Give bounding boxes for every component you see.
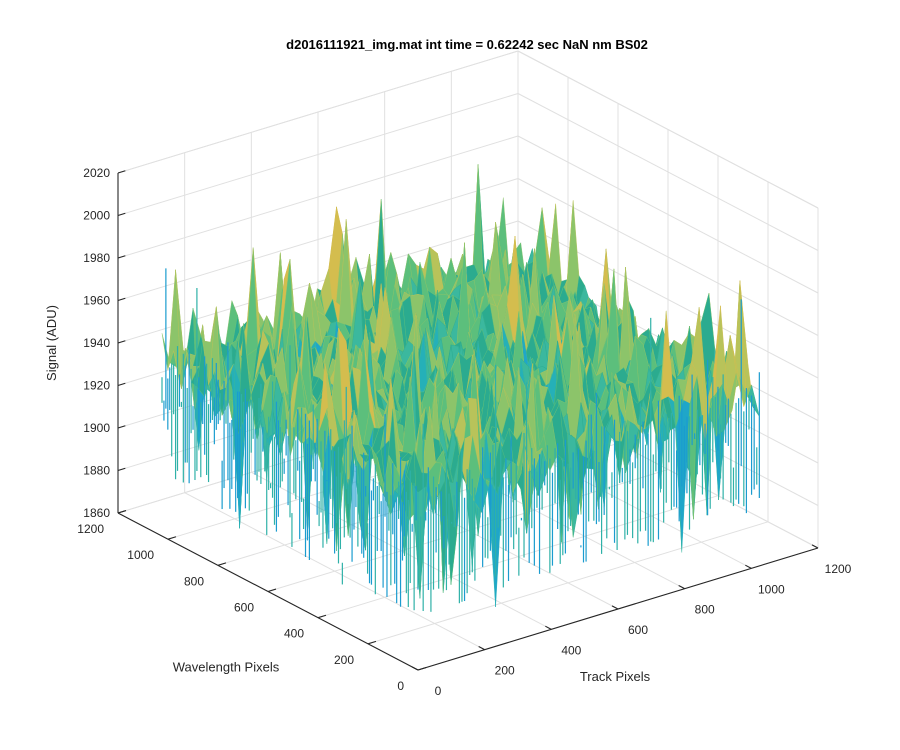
grid-line: [517, 93, 819, 251]
y-tick-mark: [167, 536, 177, 540]
z-tick-label: 1880: [83, 464, 110, 478]
grid-line: [517, 135, 819, 294]
z-tick-label: 1900: [83, 421, 110, 435]
z-tick-label: 2000: [83, 209, 110, 223]
y-tick-label: 400: [284, 627, 304, 641]
x-tick-label: 1000: [758, 582, 785, 596]
grid-line: [517, 220, 819, 379]
y-tick-label: 600: [234, 601, 254, 615]
x-tick-mark: [545, 625, 552, 630]
x-tick-mark: [678, 585, 685, 590]
x-tick-mark: [411, 666, 419, 671]
x-tick-mark: [611, 605, 619, 610]
z-axis-label: Signal (ADU): [44, 305, 59, 381]
y-axis-label: Wavelength Pixels: [173, 660, 280, 675]
x-tick-mark: [745, 564, 752, 569]
grid-line: [317, 495, 719, 619]
z-tick-label: 2020: [83, 166, 110, 180]
z-tick-mark: [117, 467, 126, 472]
surface-mesh: [161, 164, 760, 612]
x-tick-mark: [811, 544, 819, 549]
x-tick-label: 600: [628, 623, 648, 637]
x-tick-label: 400: [561, 643, 581, 657]
z-tick-label: 1960: [83, 294, 110, 308]
grid-line: [117, 135, 519, 259]
x-tick-mark: [478, 646, 485, 651]
y-tick-label: 1000: [127, 548, 154, 562]
grid-line: [117, 220, 519, 344]
y-tick-mark: [417, 667, 427, 671]
z-tick-mark: [117, 170, 126, 174]
z-tick-mark: [117, 425, 126, 429]
y-tick-mark: [217, 562, 227, 566]
x-axis-label: Track Pixels: [580, 669, 651, 684]
y-tick-mark: [317, 614, 327, 619]
z-tick-mark: [117, 297, 126, 302]
x-tick-label: 200: [495, 664, 515, 678]
grid-line: [367, 521, 769, 645]
box-edge: [517, 50, 819, 209]
tick-labels: 0 200 400 600 800 1000 1200 0 200 400 600 800 1000 12…: [77, 166, 851, 698]
z-tick-mark: [117, 510, 126, 514]
z-tick-mark: [117, 382, 126, 387]
y-tick-label: 1200: [77, 522, 104, 536]
z-tick-mark: [117, 340, 126, 344]
z-tick-mark: [117, 212, 126, 217]
y-tick-mark: [367, 640, 377, 645]
x-tick-label: 800: [695, 603, 715, 617]
z-tick-label: 1920: [83, 379, 110, 393]
y-tick-label: 0: [397, 679, 404, 693]
y-tick-mark: [267, 588, 277, 593]
y-tick-label: 800: [184, 574, 204, 588]
x-tick-label: 0: [435, 684, 442, 698]
z-tick-label: 1980: [83, 251, 110, 265]
chart-title: d2016111921_img.mat int time = 0.62242 s…: [286, 37, 648, 52]
grid-line: [117, 93, 519, 216]
x-tick-label: 1200: [825, 562, 852, 576]
z-tick-label: 1860: [83, 506, 110, 520]
z-tick-mark: [117, 255, 126, 259]
y-tick-label: 200: [334, 653, 354, 667]
box-edge: [117, 50, 519, 174]
grid-line: [517, 178, 819, 336]
z-tick-label: 1940: [83, 336, 110, 350]
grid-line: [117, 178, 519, 301]
